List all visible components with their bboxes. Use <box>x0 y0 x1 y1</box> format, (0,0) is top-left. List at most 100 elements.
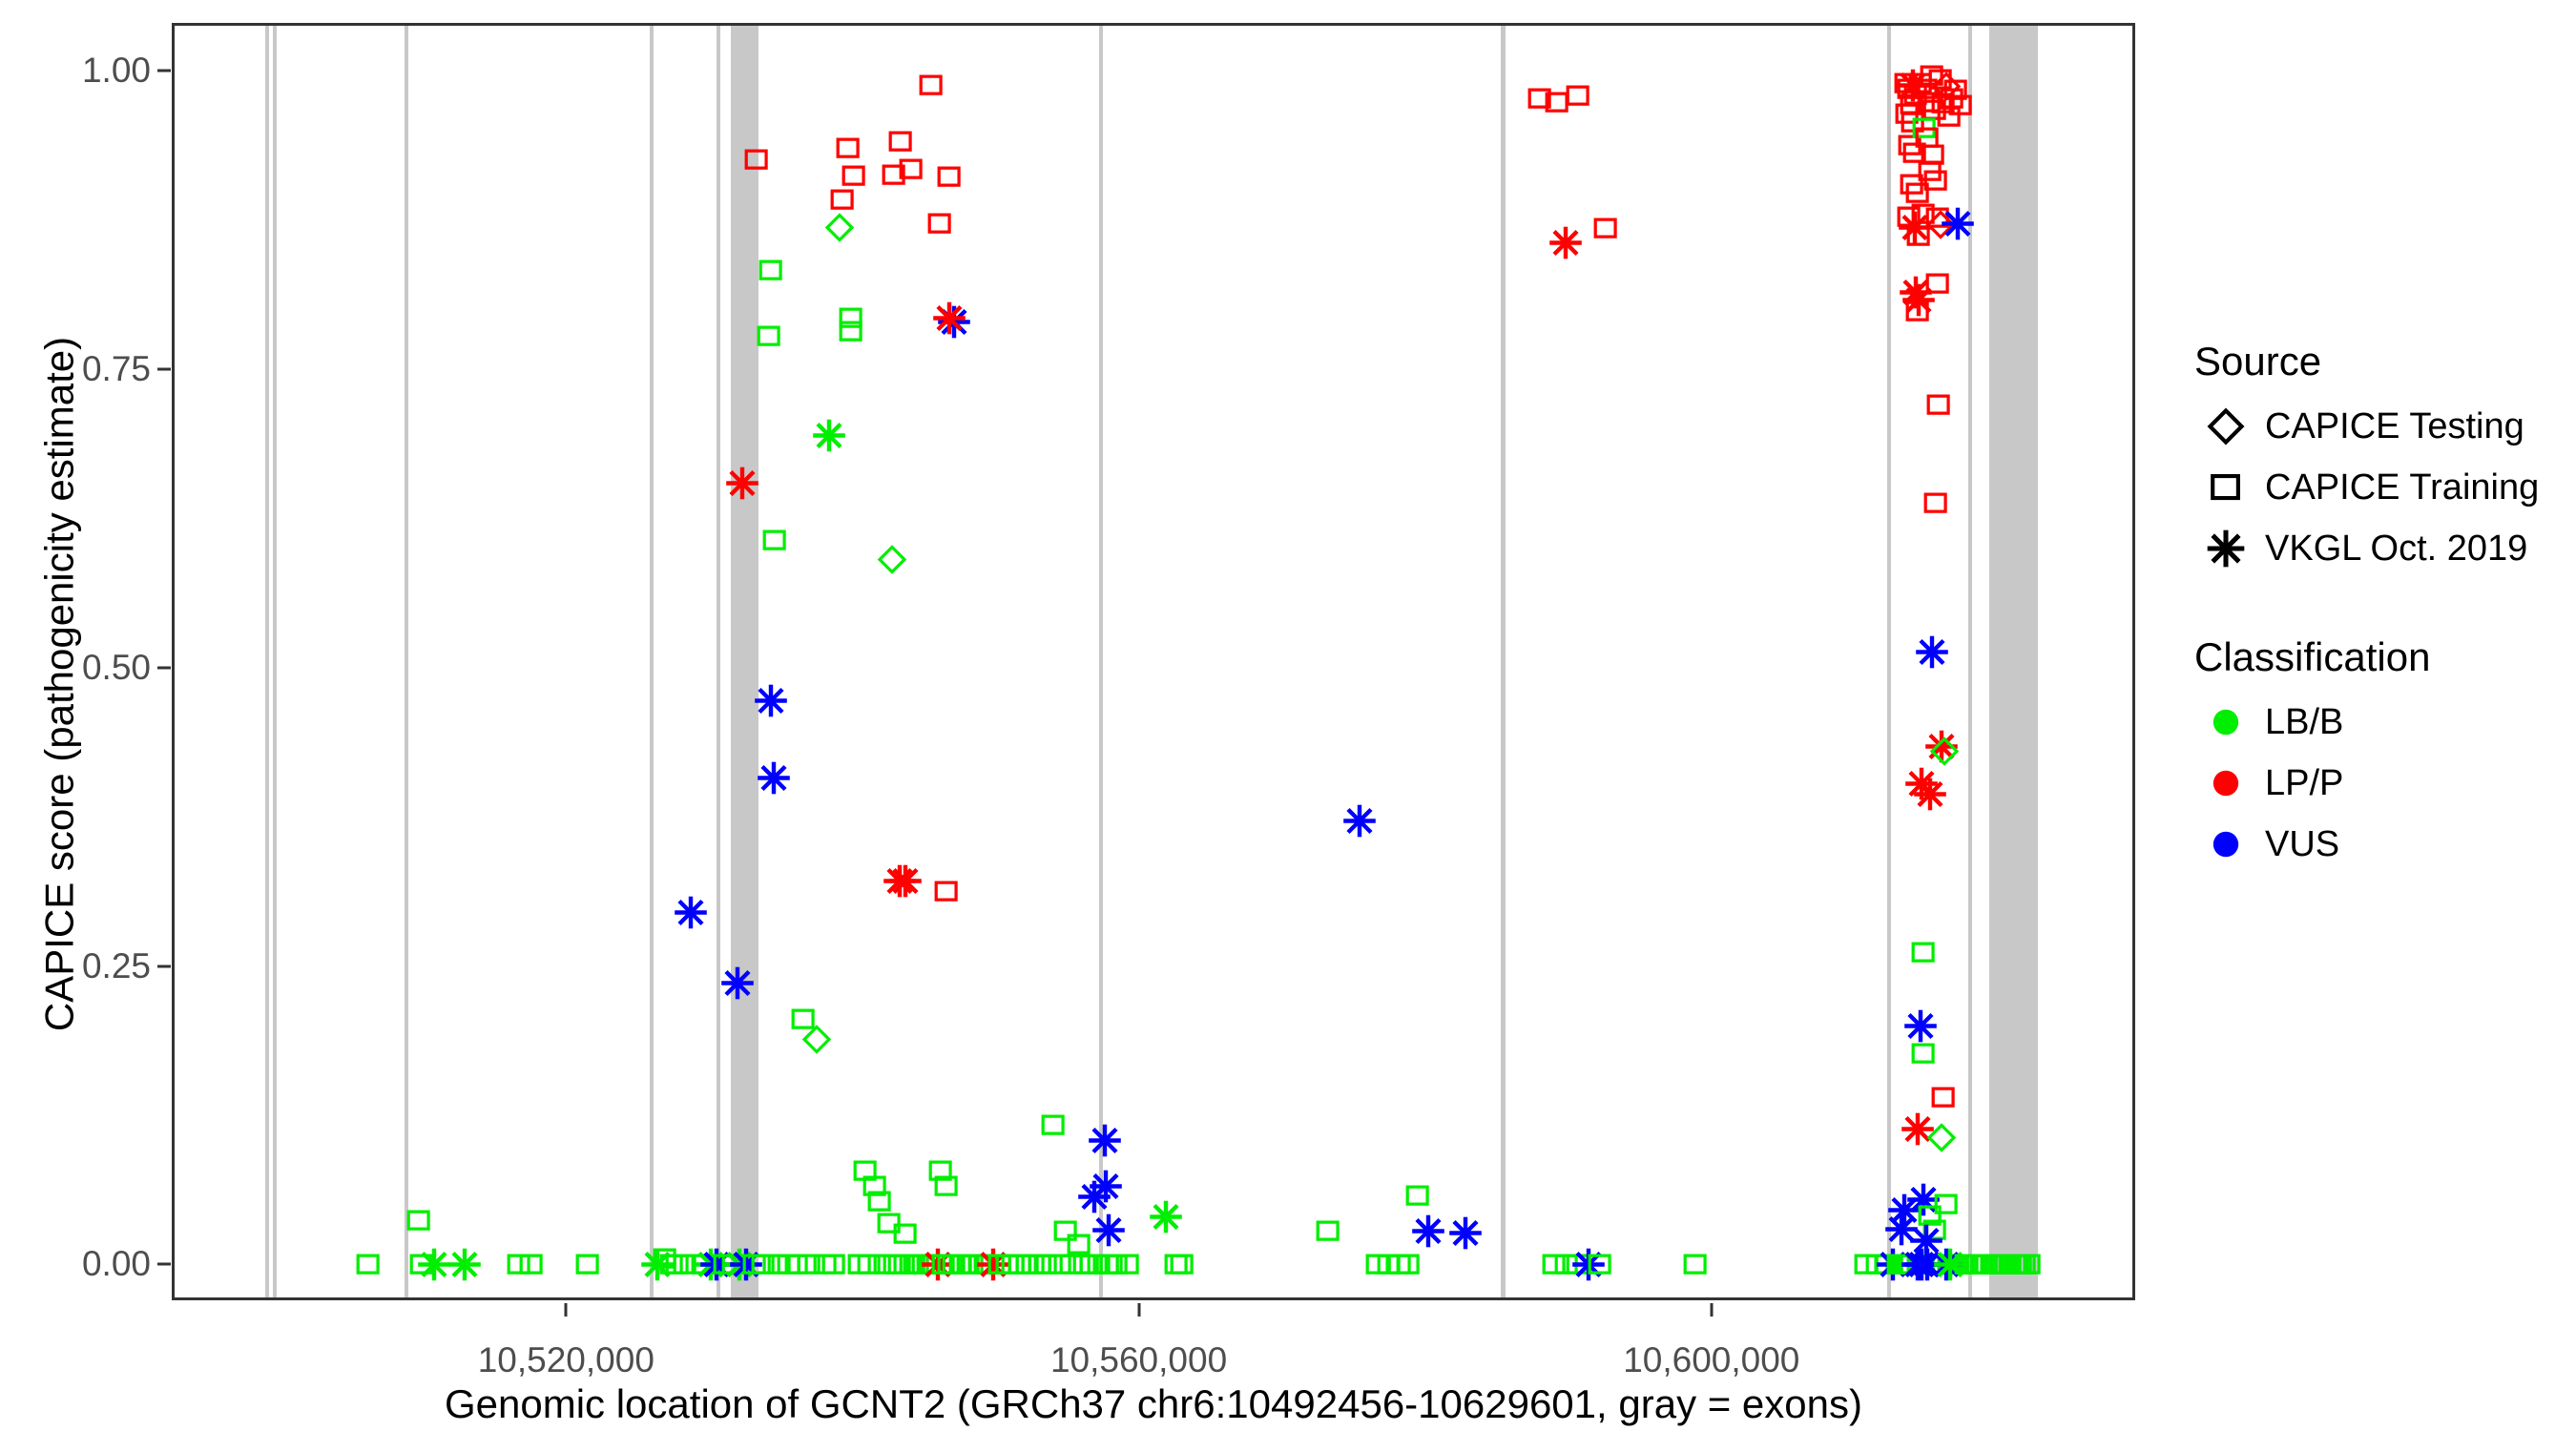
data-point <box>1955 1248 1989 1287</box>
data-point <box>1898 136 1932 176</box>
data-point <box>1929 70 1963 109</box>
data-point <box>1900 281 1938 324</box>
data-point <box>1892 1248 1926 1287</box>
data-point <box>1361 1248 1395 1287</box>
data-point <box>1910 121 1944 160</box>
data-point <box>1926 1248 1961 1287</box>
data-point <box>1921 266 1955 305</box>
data-point <box>1165 1248 1199 1287</box>
data-point <box>1908 1246 1946 1289</box>
data-point <box>968 1248 1003 1287</box>
data-point <box>810 416 848 459</box>
data-point <box>1927 1246 1965 1289</box>
data-point <box>831 132 865 171</box>
data-point <box>875 542 909 581</box>
data-point <box>415 1246 453 1289</box>
data-point <box>883 124 918 163</box>
data-point <box>692 1246 730 1289</box>
data-point <box>1340 801 1379 844</box>
y-axis-title: CAPICE score (pathogenicity estimate) <box>36 336 82 1032</box>
data-point <box>1923 208 1958 247</box>
exon-band <box>1886 26 1891 1297</box>
data-point <box>848 1153 883 1192</box>
x-tick-label: 10,560,000 <box>1049 1340 1228 1379</box>
data-point <box>1916 137 1950 176</box>
data-point <box>1874 1246 1912 1289</box>
data-point <box>1907 112 1942 151</box>
data-point <box>502 1248 536 1287</box>
data-point <box>932 160 966 199</box>
legend-item[interactable]: VKGL Oct. 2019 <box>2194 518 2566 579</box>
legend-item[interactable]: CAPICE Training <box>2194 457 2566 518</box>
data-point <box>1074 1248 1109 1287</box>
data-point <box>638 1246 676 1289</box>
data-point <box>405 1248 439 1287</box>
data-point <box>1958 1248 1992 1287</box>
data-point <box>1949 1248 1984 1287</box>
data-point <box>1896 208 1934 251</box>
data-point <box>877 157 911 197</box>
x-tick-mark <box>564 1303 568 1317</box>
data-point <box>1892 199 1926 238</box>
data-point <box>1931 1246 1969 1289</box>
data-point <box>917 1248 951 1287</box>
data-point <box>858 1169 892 1208</box>
legend-item-label: LP/P <box>2265 762 2344 803</box>
legend-item[interactable]: LB/B <box>2194 692 2566 753</box>
x-axis-title: Genomic location of GCNT2 (GRCh37 chr6:1… <box>445 1381 1862 1426</box>
legend-item[interactable]: CAPICE Testing <box>2194 396 2566 457</box>
data-point <box>929 874 964 913</box>
legend-group-classification: Classification LB/B LP/P VUS <box>2194 634 2566 875</box>
data-point <box>951 1248 986 1287</box>
data-point <box>886 861 924 904</box>
data-point <box>1899 1110 1937 1152</box>
data-point <box>758 523 792 562</box>
data-point <box>1886 1248 1921 1287</box>
data-point <box>772 1248 806 1287</box>
data-point <box>1889 1248 1923 1287</box>
data-point <box>1903 66 1938 105</box>
legend-item-label: CAPICE Testing <box>2265 405 2524 446</box>
data-point <box>935 302 973 345</box>
data-point <box>1895 1248 1929 1287</box>
plot-panel <box>172 23 2135 1300</box>
circle-icon <box>2194 753 2257 814</box>
data-point <box>1889 66 1923 105</box>
data-point <box>1016 1248 1050 1287</box>
data-point <box>906 1248 941 1287</box>
data-point <box>1901 294 1935 333</box>
data-point <box>786 1002 821 1041</box>
data-point <box>944 1248 978 1287</box>
data-point <box>351 1248 385 1287</box>
data-point <box>955 1248 989 1287</box>
data-point <box>1537 1248 1571 1287</box>
legend-group-source: Source CAPICE Testing CAPICE Training VKGL … <box>2194 339 2566 579</box>
y-tick-label: 0.25 <box>81 945 151 985</box>
data-point <box>668 1248 702 1287</box>
data-point <box>792 1248 826 1287</box>
data-point <box>1893 128 1927 167</box>
y-tick-mark <box>157 1262 171 1266</box>
data-point <box>1906 935 1941 974</box>
legend-item[interactable]: LP/P <box>2194 753 2566 814</box>
data-point <box>1446 1213 1485 1256</box>
data-point <box>1561 1248 1595 1287</box>
data-point <box>1927 735 1962 774</box>
x-tick-label: 10,520,000 <box>477 1340 654 1379</box>
data-point <box>1932 99 1966 138</box>
data-point <box>901 1248 935 1287</box>
data-point <box>1062 1228 1096 1267</box>
data-point <box>1068 1248 1102 1287</box>
data-point <box>1906 197 1941 237</box>
data-point <box>1913 1199 1947 1238</box>
data-point <box>1913 155 1947 194</box>
data-point <box>1003 1248 1037 1287</box>
legend-item[interactable]: VUS <box>2194 814 2566 875</box>
data-point <box>883 1248 917 1287</box>
data-point <box>862 1185 897 1224</box>
legend-item-label: CAPICE Training <box>2265 467 2540 508</box>
data-point <box>1382 1248 1417 1287</box>
data-point <box>1919 487 1953 526</box>
exon-band <box>650 26 654 1297</box>
